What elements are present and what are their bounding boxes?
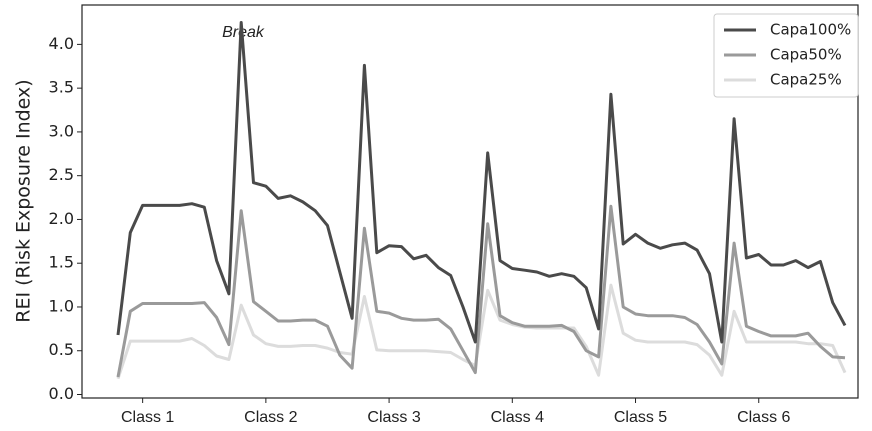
x-tick-label: Class 1 <box>121 409 174 426</box>
y-tick-label: 3.0 <box>49 121 74 140</box>
y-tick-label: 3.5 <box>49 78 74 97</box>
y-tick-label: 1.0 <box>49 296 74 315</box>
y-tick-label: 4.0 <box>49 34 74 53</box>
x-tick-label: Class 2 <box>244 409 297 426</box>
y-tick-label: 0.5 <box>49 340 74 359</box>
legend-label: Capa25% <box>770 71 842 89</box>
plot-frame <box>81 4 859 399</box>
legend-label: Capa100% <box>770 21 851 39</box>
y-tick-label: 2.5 <box>49 165 74 184</box>
legend-label: Capa50% <box>770 46 842 64</box>
x-tick-label: Class 4 <box>491 409 544 426</box>
series-line <box>116 283 847 380</box>
x-tick-label: Class 5 <box>614 409 667 426</box>
x-tick-label: Class 6 <box>737 409 790 426</box>
x-tick-label: Class 3 <box>367 409 420 426</box>
legend-box <box>713 13 859 98</box>
y-tick-label: 1.5 <box>49 253 74 272</box>
series-line <box>116 21 847 344</box>
y-axis-label: REI (Risk Exposure Index) <box>13 79 35 322</box>
y-tick-label: 0.0 <box>49 384 74 403</box>
y-tick-label: 2.0 <box>49 209 74 228</box>
series-line <box>116 204 846 378</box>
annotation: Break <box>222 24 265 41</box>
